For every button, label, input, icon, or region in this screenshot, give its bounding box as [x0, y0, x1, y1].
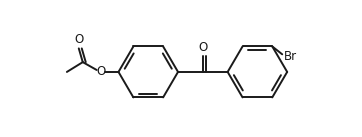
- Text: O: O: [74, 33, 83, 46]
- Text: Br: Br: [284, 50, 297, 63]
- Text: O: O: [198, 41, 207, 54]
- Text: O: O: [96, 65, 105, 78]
